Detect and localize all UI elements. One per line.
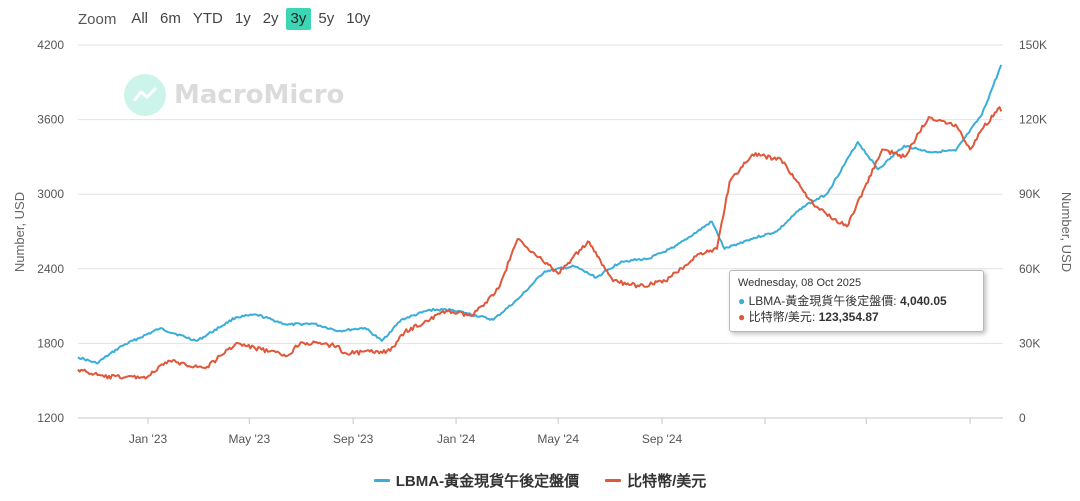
macromicro-logo-icon xyxy=(124,74,166,116)
left-tick-label: 1200 xyxy=(37,411,64,425)
left-tick-label: 4200 xyxy=(37,38,64,52)
series-line-gold[interactable] xyxy=(77,64,1003,365)
series-line-bitcoin[interactable] xyxy=(77,106,1003,380)
x-tick-label: May '23 xyxy=(228,432,270,446)
legend-item-bitcoin[interactable]: 比特幣/美元 xyxy=(605,470,706,491)
x-axis: Jan '23 May '23 Sep '23 Jan '24 May '24 Sep '… xyxy=(78,417,1003,446)
legend-label-bitcoin: 比特幣/美元 xyxy=(627,473,707,490)
x-tick-label: Jan '23 xyxy=(129,432,168,446)
right-axis-title: Number, USD xyxy=(1059,192,1074,272)
grid-lines xyxy=(78,44,1003,419)
legend-swatch-gold xyxy=(373,479,390,482)
tooltip-gold-value: 4,040.05 xyxy=(899,294,947,308)
left-axis-ticks: 4200 3600 3000 2400 1800 1200 xyxy=(37,38,64,425)
right-tick-label: 120K xyxy=(1019,113,1047,127)
left-axis-title: Number, USD xyxy=(12,192,27,272)
legend-item-gold[interactable]: LBMA-黃金現貨午後定盤價 xyxy=(373,470,580,491)
legend-label-gold: LBMA-黃金現貨午後定盤價 xyxy=(395,473,580,490)
zoom-button-ytd[interactable]: YTD xyxy=(192,10,223,27)
left-tick-label: 1800 xyxy=(37,336,64,350)
series-layer xyxy=(77,64,1003,380)
watermark-text: MacroMicro xyxy=(174,80,345,110)
zoom-button-1y[interactable]: 1y xyxy=(234,10,251,27)
left-tick-label: 2400 xyxy=(37,262,64,276)
gold-dot-icon: ● xyxy=(738,294,746,308)
zoom-button-10y[interactable]: 10y xyxy=(346,10,371,27)
tooltip-bitcoin-label: 比特幣/美元 xyxy=(748,310,812,324)
right-tick-label: 30K xyxy=(1019,336,1040,350)
right-tick-label: 150K xyxy=(1019,38,1047,52)
bitcoin-dot-icon: ● xyxy=(738,310,746,324)
legend: LBMA-黃金現貨午後定盤價 比特幣/美元 xyxy=(0,470,1080,491)
x-tick-label: May '24 xyxy=(537,432,579,446)
x-tick-label: Sep '23 xyxy=(333,432,374,446)
left-tick-label: 3600 xyxy=(37,113,64,127)
right-tick-label: 0 xyxy=(1019,411,1026,425)
zoom-button-3y[interactable]: 3y xyxy=(285,8,312,30)
right-axis-ticks: 150K 120K 90K 60K 30K 0 xyxy=(1019,38,1047,425)
right-tick-label: 60K xyxy=(1019,262,1040,276)
left-tick-label: 3000 xyxy=(37,187,64,201)
watermark: MacroMicro xyxy=(124,74,344,116)
x-tick-label: Sep '24 xyxy=(642,432,683,446)
tooltip: Wednesday, 08 Oct 2025 ● LBMA-黃金現貨午後定盤價:… xyxy=(729,270,984,332)
zoom-bar: Zoom All 6m YTD 1y 2y 3y 5y 10y xyxy=(78,8,377,30)
zoom-label: Zoom xyxy=(78,10,117,28)
tooltip-date: Wednesday, 08 Oct 2025 xyxy=(738,277,862,289)
x-tick-label: Jan '24 xyxy=(437,432,476,446)
legend-swatch-bitcoin xyxy=(605,479,622,482)
right-tick-label: 90K xyxy=(1019,187,1040,201)
tooltip-gold-label: LBMA-黃金現貨午後定盤價 xyxy=(748,294,894,308)
tooltip-row-bitcoin: ● 比特幣/美元: 123,354.87 xyxy=(738,310,879,324)
line-chart[interactable]: 4200 3600 3000 2400 1800 1200 150K 120K 90K 60K 3… xyxy=(0,0,1080,460)
zoom-button-all[interactable]: All xyxy=(131,10,149,27)
zoom-button-2y[interactable]: 2y xyxy=(262,10,279,27)
tooltip-row-gold: ● LBMA-黃金現貨午後定盤價: 4,040.05 xyxy=(738,294,947,308)
tooltip-bitcoin-value: 123,354.87 xyxy=(818,310,879,324)
zoom-button-5y[interactable]: 5y xyxy=(318,10,335,27)
zoom-button-6m[interactable]: 6m xyxy=(160,10,181,27)
